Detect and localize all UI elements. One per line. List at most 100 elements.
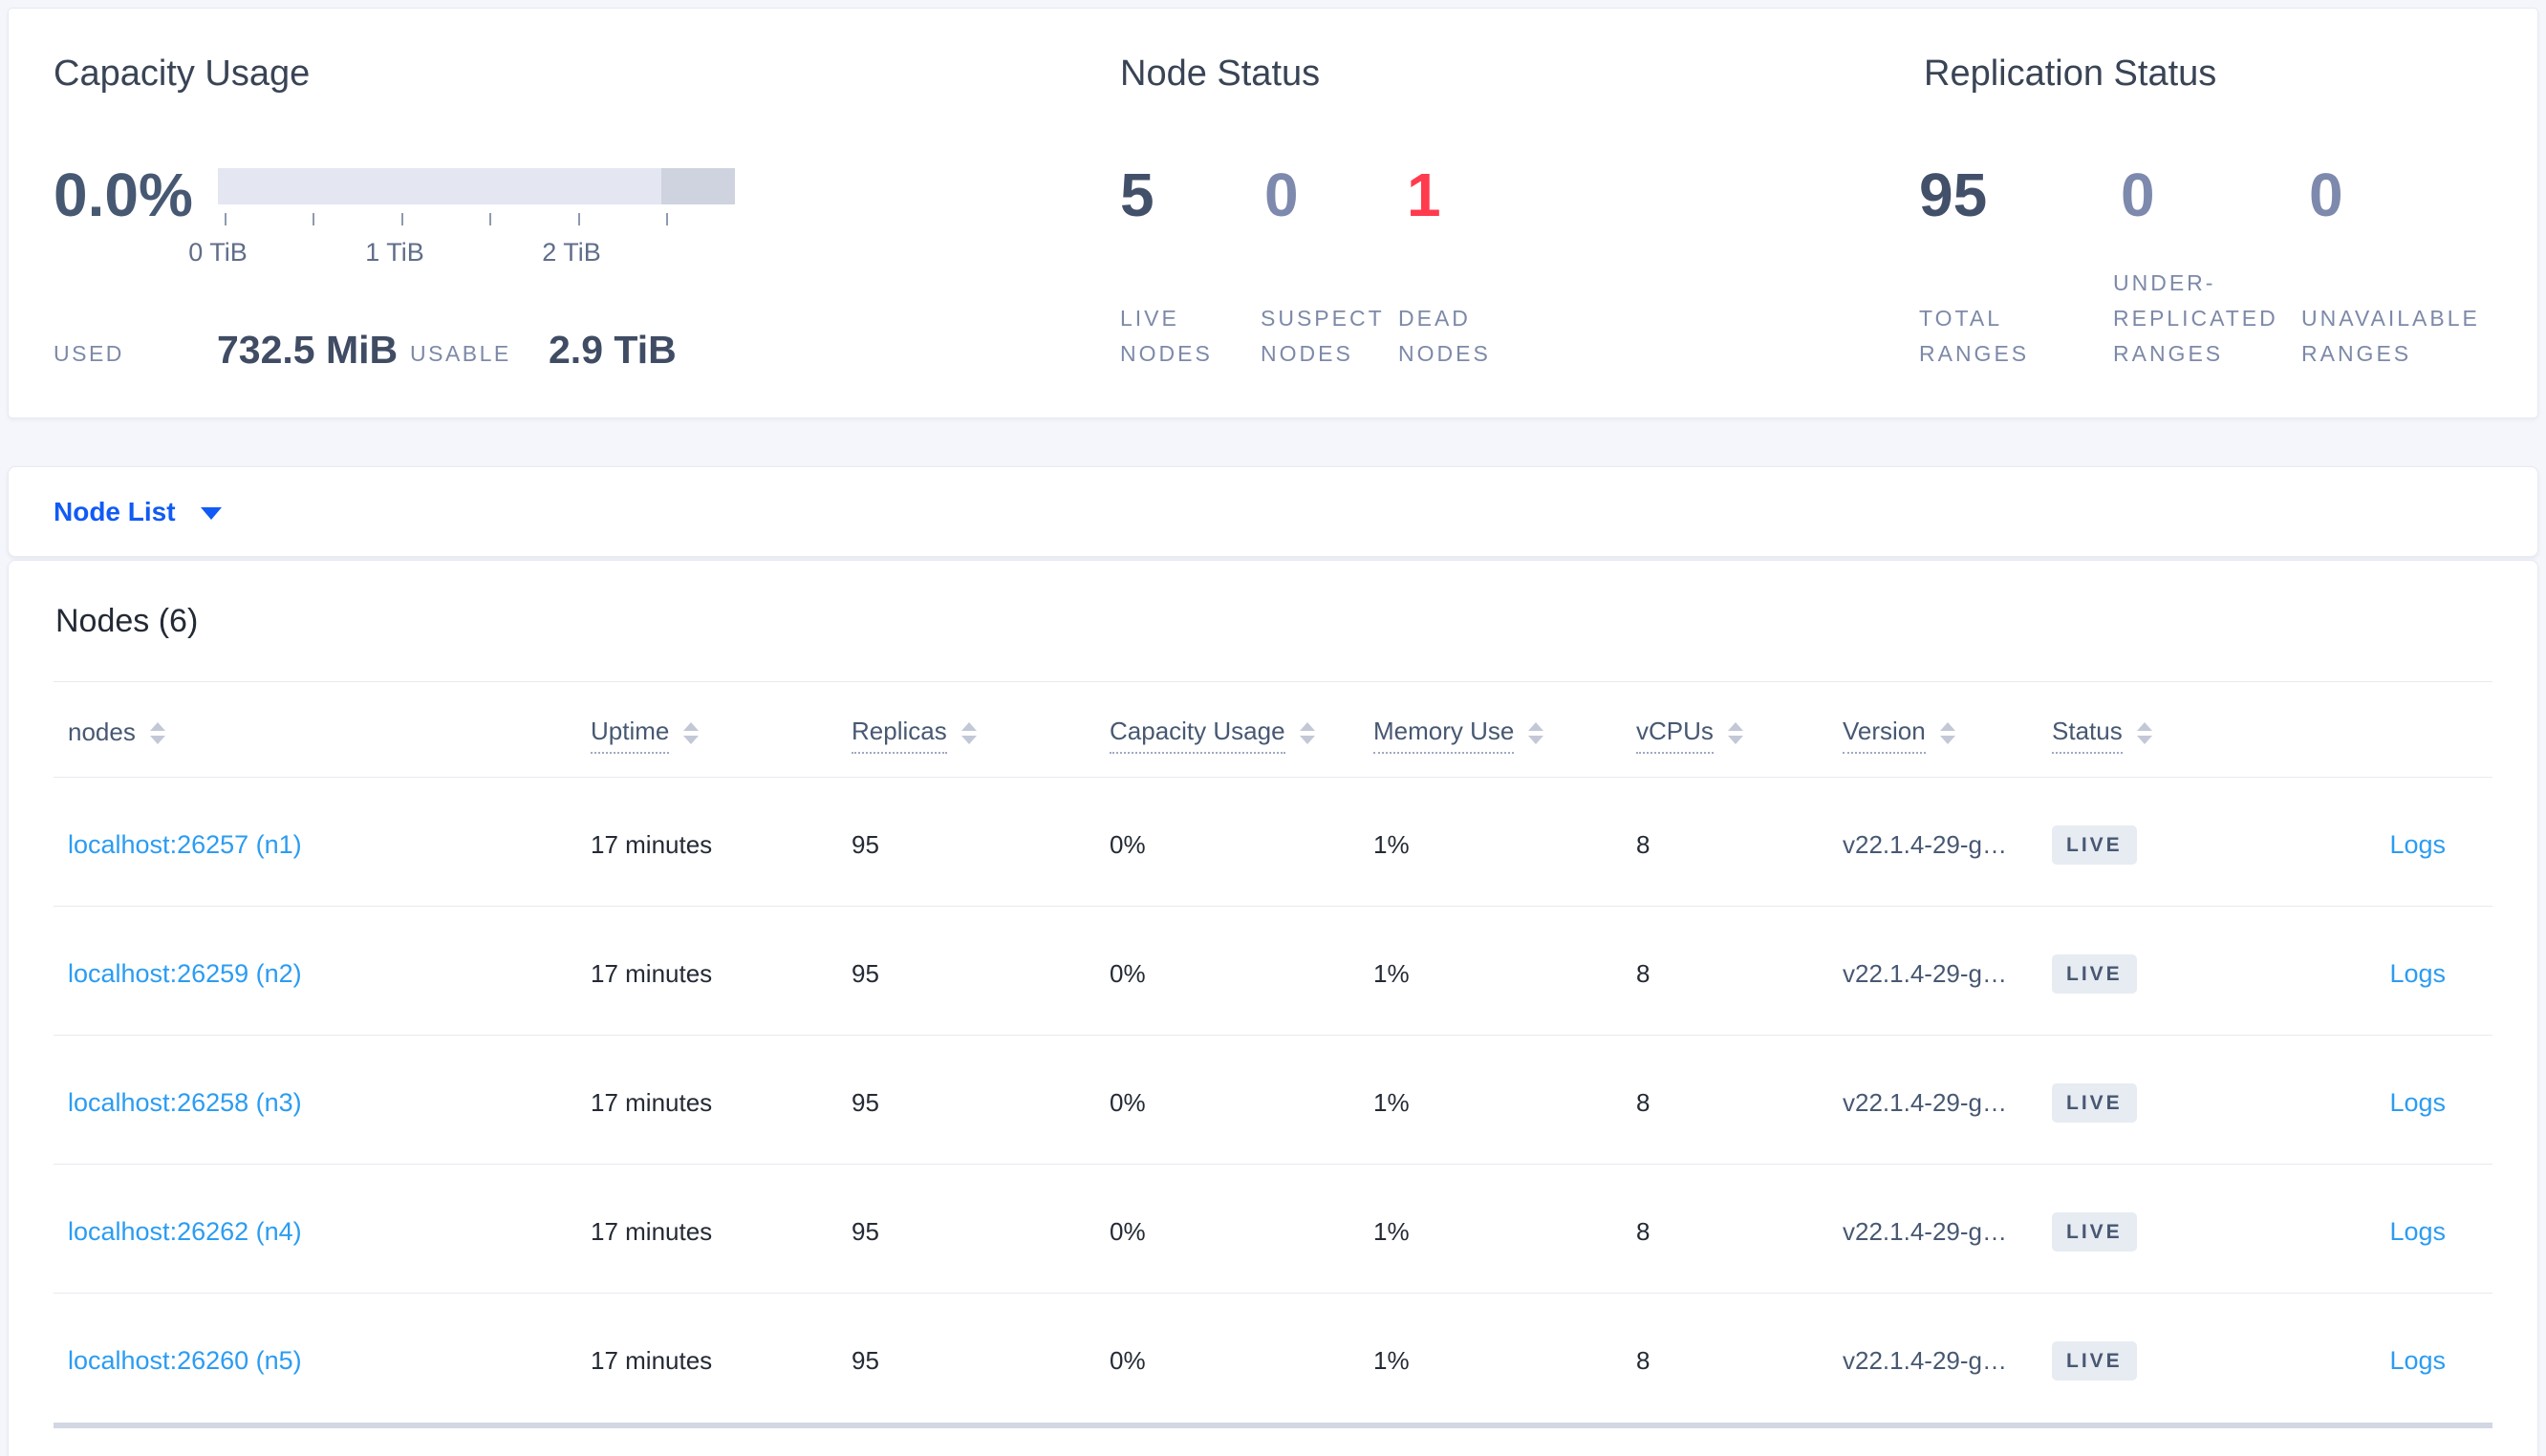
replicas-cell: 95 (852, 1216, 879, 1246)
node-link[interactable]: localhost:26257 (n1) (68, 829, 302, 859)
table-row: localhost:26257 (n1) 17 minutes 95 0% 1%… (54, 778, 2492, 907)
dead-nodes-value: 1 (1407, 161, 1441, 229)
node-link[interactable]: localhost:26262 (n4) (68, 1216, 302, 1246)
version-cell: v22.1.4-29-g… (1843, 1087, 2007, 1117)
replicas-cell: 95 (852, 829, 879, 859)
header-label: Status (2052, 717, 2123, 754)
status-badge: LIVE (2052, 1082, 2137, 1123)
nodes-table: nodes Uptime Replicas Capacity Usage Memory … (54, 681, 2492, 1428)
under-replicated-ranges-value: 0 (2121, 161, 2155, 229)
version-cell: v22.1.4-29-g… (1843, 958, 2007, 988)
node-status-title: Node Status (1120, 54, 1321, 94)
view-selector-bar: Node List (8, 466, 2538, 557)
header-label: Replicas (852, 717, 947, 754)
axis-tick (401, 213, 403, 225)
capacity-usage-cell: 0% (1110, 829, 1146, 859)
status-cell: LIVE (2038, 1082, 2252, 1123)
header-label: Version (1843, 717, 1926, 754)
live-nodes-label: LIVE NODES (1120, 306, 1213, 366)
total-ranges-label: TOTAL RANGES (1919, 306, 2030, 366)
uptime-cell: 17 minutes (591, 1087, 713, 1117)
sort-icon (1727, 722, 1743, 744)
vcpus-cell: 8 (1636, 1346, 1651, 1375)
sort-icon (1299, 722, 1315, 744)
table-row: localhost:26262 (n4) 17 minutes 95 0% 1%… (54, 1165, 2492, 1294)
status-cell: LIVE (2038, 953, 2252, 994)
header-cell-replicas[interactable]: Replicas (837, 717, 1095, 754)
axis-tick (313, 213, 314, 225)
replicas-cell: 95 (852, 1346, 879, 1375)
memory-use-cell: 1% (1373, 1346, 1410, 1375)
status-badge: LIVE (2052, 1341, 2137, 1381)
logs-link[interactable]: Logs (2389, 958, 2446, 988)
header-cell-version[interactable]: Version (1828, 717, 2038, 754)
uptime-cell: 17 minutes (591, 1216, 713, 1246)
capacity-usage-cell: 0% (1110, 958, 1146, 988)
logs-link[interactable]: Logs (2389, 1346, 2446, 1375)
axis-tick (666, 213, 668, 225)
replication-status-title: Replication Status (1924, 54, 2217, 94)
axis-tick (578, 213, 580, 225)
header-label: nodes (68, 717, 136, 746)
logs-link[interactable]: Logs (2389, 829, 2446, 859)
axis-tick-label: 1 TiB (365, 238, 424, 267)
capacity-usage-cell: 0% (1110, 1087, 1146, 1117)
sort-icon (1939, 722, 1955, 744)
capacity-bar (218, 168, 735, 204)
header-cell-vcpus[interactable]: vCPUs (1622, 717, 1828, 754)
usable-value: 2.9 TiB (549, 328, 677, 372)
nodes-card: Nodes (6) nodes Uptime Replicas Capacity Us… (8, 560, 2538, 1456)
axis-tick-label: 2 TiB (542, 238, 601, 267)
header-label: Memory Use (1373, 717, 1515, 754)
table-row: localhost:26260 (n5) 17 minutes 95 0% 1%… (54, 1294, 2492, 1423)
uptime-cell: 17 minutes (591, 958, 713, 988)
axis-tick (225, 213, 227, 225)
nodes-table-title: Nodes (6) (55, 602, 199, 639)
status-badge: LIVE (2052, 953, 2137, 994)
sort-icon (149, 722, 165, 744)
status-cell: LIVE (2038, 1211, 2252, 1252)
table-body: localhost:26257 (n1) 17 minutes 95 0% 1%… (54, 778, 2492, 1423)
version-cell: v22.1.4-29-g… (1843, 829, 2007, 859)
memory-use-cell: 1% (1373, 1087, 1410, 1117)
header-cell-capacity-usage[interactable]: Capacity Usage (1095, 717, 1359, 754)
header-cell-memory-use[interactable]: Memory Use (1359, 717, 1622, 754)
summary-card: Capacity Usage 0.0% 0 TiB 1 TiB 2 TiB US… (8, 8, 2538, 418)
version-cell: v22.1.4-29-g… (1843, 1216, 2007, 1246)
version-cell: v22.1.4-29-g… (1843, 1346, 2007, 1375)
uptime-cell: 17 minutes (591, 829, 713, 859)
capacity-usage-title: Capacity Usage (54, 54, 311, 94)
vcpus-cell: 8 (1636, 829, 1651, 859)
replicas-cell: 95 (852, 958, 879, 988)
logs-link[interactable]: Logs (2389, 1216, 2446, 1246)
node-link[interactable]: localhost:26259 (n2) (68, 958, 302, 988)
capacity-usage-cell: 0% (1110, 1346, 1146, 1375)
node-link[interactable]: localhost:26258 (n3) (68, 1087, 302, 1117)
replicas-cell: 95 (852, 1087, 879, 1117)
view-selector[interactable]: Node List (54, 497, 222, 527)
vcpus-cell: 8 (1636, 958, 1651, 988)
header-cell-nodes[interactable]: nodes (54, 717, 576, 753)
sort-icon (683, 722, 700, 744)
sort-icon (960, 722, 977, 744)
header-cell-status[interactable]: Status (2038, 717, 2252, 754)
sort-icon (1528, 722, 1544, 744)
table-row: localhost:26258 (n3) 17 minutes 95 0% 1%… (54, 1036, 2492, 1165)
status-cell: LIVE (2038, 1341, 2252, 1381)
node-link[interactable]: localhost:26260 (n5) (68, 1346, 302, 1375)
unavailable-ranges-value: 0 (2309, 161, 2343, 229)
status-cell: LIVE (2038, 824, 2252, 865)
sort-icon (2136, 722, 2152, 744)
capacity-bar-reserved-segment (661, 168, 735, 204)
unavailable-ranges-label: UNAVAILABLE RANGES (2301, 306, 2480, 366)
header-label: Capacity Usage (1110, 717, 1285, 754)
memory-use-cell: 1% (1373, 829, 1410, 859)
total-ranges-value: 95 (1919, 161, 1988, 229)
capacity-usage-cell: 0% (1110, 1216, 1146, 1246)
under-replicated-ranges-label: UNDER-REPLICATED RANGES (2113, 270, 2278, 366)
table-bottom-divider (54, 1423, 2492, 1428)
logs-link[interactable]: Logs (2389, 1087, 2446, 1117)
chevron-down-icon (200, 507, 222, 520)
header-cell-uptime[interactable]: Uptime (576, 717, 837, 754)
